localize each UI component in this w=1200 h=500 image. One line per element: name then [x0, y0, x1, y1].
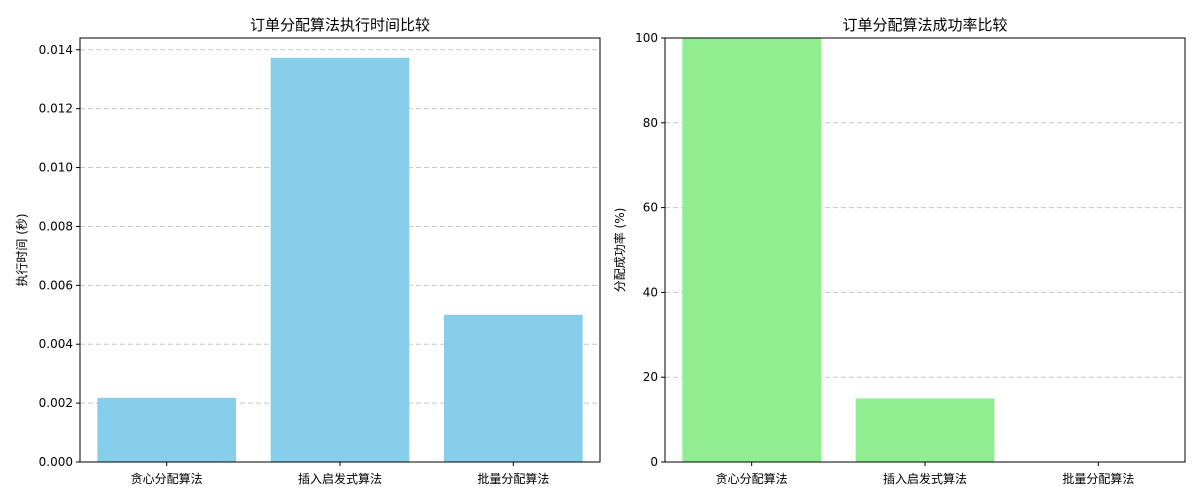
y-tick-label: 0.000	[39, 455, 73, 469]
y-tick-label: 0.006	[39, 278, 73, 292]
chart-1-y-ticks: 0.000 0.002 0.004 0.006 0.008 0.010 0.012 0.014	[39, 43, 80, 469]
y-tick-label: 0.014	[39, 43, 73, 57]
x-tick-label: 插入启发式算法	[298, 471, 382, 486]
chart-execution-time: 订单分配算法执行时间比较 0.0000.0020.0040.0060.0080.…	[15, 16, 601, 486]
bar	[682, 38, 821, 462]
y-tick-label: 0.002	[39, 396, 73, 410]
bar	[97, 397, 236, 462]
chart-2-y-ticks: 0 20 40 60 80 100	[635, 31, 665, 469]
y-tick-label: 80	[643, 116, 658, 130]
x-tick-label: 贪心分配算法	[131, 471, 203, 486]
y-tick-label: 0.012	[39, 102, 73, 116]
chart-1-x-ticks: 贪心分配算法 插入启发式算法 批量分配算法	[131, 462, 549, 486]
chart-1-title: 订单分配算法执行时间比较	[250, 16, 430, 34]
x-tick-label: 插入启发式算法	[883, 471, 967, 486]
y-tick-label: 60	[643, 201, 658, 215]
y-tick-label: 0.004	[39, 337, 73, 351]
bar	[444, 314, 583, 462]
x-tick-label: 贪心分配算法	[716, 471, 788, 486]
x-tick-label: 批量分配算法	[1062, 471, 1134, 486]
y-tick-label: 20	[643, 370, 658, 384]
chart-2-x-ticks: 贪心分配算法 插入启发式算法 批量分配算法	[716, 462, 1134, 486]
y-tick-label: 0.010	[39, 161, 73, 175]
y-tick-label: 100	[635, 31, 658, 45]
y-tick-label: 0.008	[39, 219, 73, 233]
chart-1-bars	[97, 57, 583, 462]
chart-2-ylabel: 分配成功率 (%)	[612, 208, 627, 293]
y-tick-label: 40	[643, 285, 658, 299]
x-tick-label: 批量分配算法	[477, 471, 549, 486]
bar	[855, 398, 995, 462]
chart-2-bars	[682, 38, 995, 462]
chart-success-rate: 订单分配算法成功率比较 0 20 40 60 80 100 贪心分配算法 插入启发式算法 批量…	[612, 16, 1186, 486]
y-tick-label: 0	[650, 455, 658, 469]
chart-1-ylabel: 执行时间 (秒)	[15, 213, 29, 286]
chart-2-title: 订单分配算法成功率比较	[842, 16, 1007, 34]
bar	[270, 57, 410, 462]
